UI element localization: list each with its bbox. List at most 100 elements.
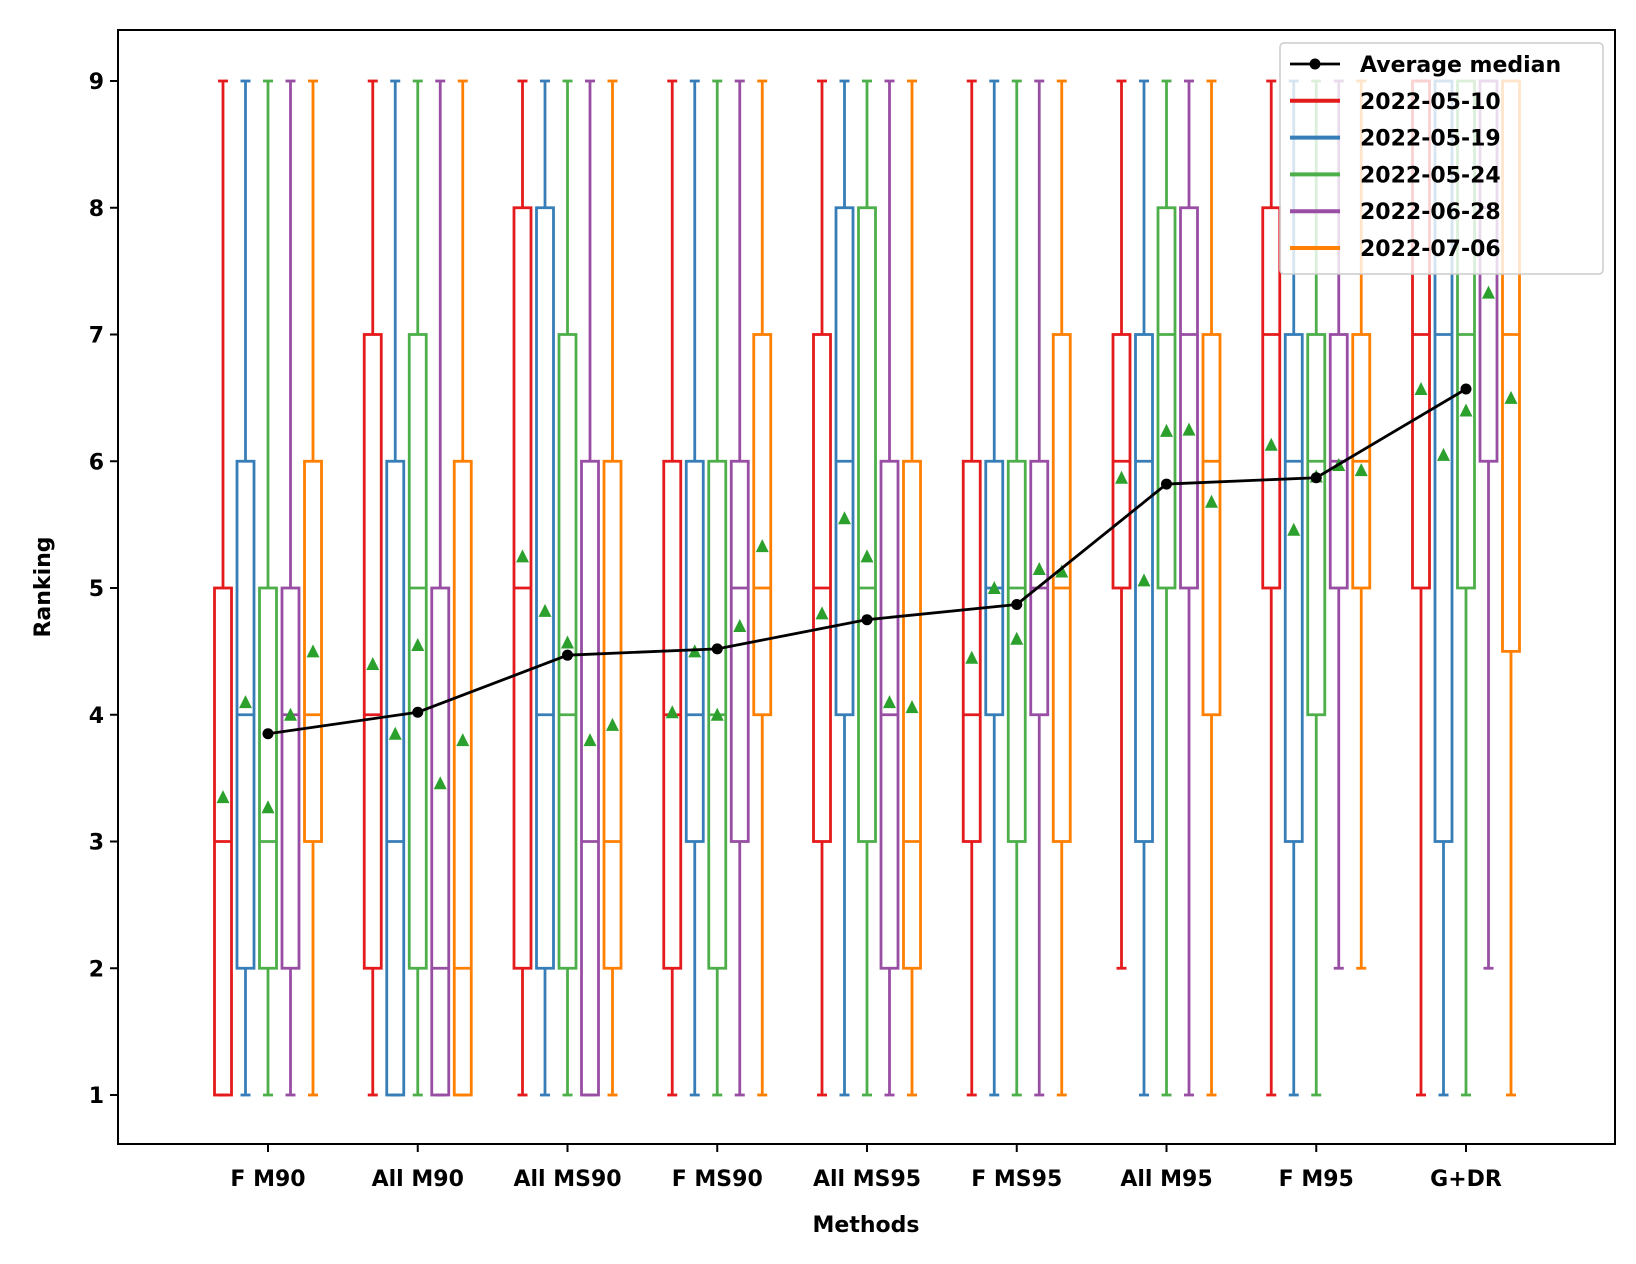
x-tick-label: F MS95 (971, 1167, 1062, 1192)
legend-marker-average-median (1309, 58, 1321, 70)
mean-marker (388, 726, 402, 740)
mean-marker (216, 790, 230, 804)
mean-marker (366, 657, 380, 671)
y-tick-label: 1 (89, 1084, 104, 1109)
series-2022-07-06 (303, 79, 1521, 1097)
chart-marks (213, 79, 1521, 1097)
x-tick-label: All M90 (372, 1167, 464, 1192)
legend-label: 2022-05-19 (1360, 127, 1501, 152)
x-tick-label: F M95 (1279, 1167, 1354, 1192)
y-tick-label: 2 (89, 957, 104, 982)
box (752, 333, 773, 717)
box (303, 459, 323, 843)
series-2022-05-19 (235, 79, 1454, 1097)
average-median-point (1310, 472, 1322, 484)
mean-marker (965, 650, 979, 664)
box (857, 206, 877, 843)
box (452, 459, 473, 1097)
mean-marker (1264, 437, 1278, 451)
mean-marker (733, 619, 747, 633)
mean-marker (1160, 423, 1173, 437)
mean-marker (516, 549, 529, 563)
mean-marker (411, 638, 425, 652)
mean-marker (1137, 573, 1151, 587)
mean-marker (1504, 390, 1518, 404)
box (1179, 206, 1199, 590)
mean-marker (606, 717, 619, 731)
mean-marker (1354, 463, 1368, 477)
average-median-point (861, 614, 873, 626)
y-tick-label: 5 (89, 577, 104, 602)
average-median-point (562, 649, 573, 661)
mean-marker (306, 644, 320, 658)
average-median-point (1161, 478, 1172, 490)
average-median-point (262, 728, 274, 740)
mean-marker (815, 606, 829, 620)
box (385, 459, 406, 1097)
box (1261, 206, 1282, 590)
mean-marker (284, 707, 297, 721)
mean-marker (1010, 631, 1024, 645)
average-median-point (412, 706, 424, 718)
box (1156, 206, 1177, 590)
y-tick-label: 8 (89, 197, 104, 222)
mean-marker (261, 800, 275, 814)
mean-marker (883, 695, 896, 709)
mean-marker (1055, 564, 1069, 578)
mean-marker (665, 705, 679, 719)
mean-marker (1437, 447, 1450, 461)
mean-marker (1414, 382, 1428, 396)
box (280, 586, 301, 970)
mean-marker (1459, 403, 1473, 417)
mean-marker (755, 539, 769, 553)
x-tick-label: All MS95 (813, 1167, 921, 1192)
mean-marker (838, 511, 851, 525)
average-median-point (1460, 383, 1472, 395)
mean-marker (456, 733, 470, 747)
box (430, 586, 451, 1097)
y-tick-label: 7 (89, 324, 104, 349)
y-axis-label: Ranking (31, 536, 56, 637)
y-tick-label: 3 (89, 831, 104, 856)
mean-marker (1482, 285, 1495, 299)
box (362, 333, 383, 970)
box (1201, 333, 1222, 717)
x-axis: F M90 All M90 All MS90 F MS90 All MS95 F MS95… (230, 1144, 1502, 1192)
legend-label: 2022-07-06 (1360, 237, 1501, 262)
box (258, 586, 278, 970)
series-2022-05-10 (213, 79, 1431, 1097)
x-tick-label: All MS90 (513, 1167, 621, 1192)
mean-marker (1182, 422, 1196, 436)
box (902, 459, 922, 970)
y-tick-label: 4 (89, 704, 104, 729)
mean-marker (1032, 561, 1046, 575)
mean-marker (1205, 494, 1218, 508)
mean-marker (583, 733, 597, 747)
x-tick-label: G+DR (1430, 1167, 1502, 1192)
legend: Average median 2022-05-10 2022-05-19 2022-0… (1279, 42, 1604, 275)
x-tick-label: F M90 (230, 1167, 305, 1192)
box (961, 459, 982, 843)
x-tick-label: F MS90 (672, 1167, 763, 1192)
box (580, 459, 600, 1097)
x-axis-label: Methods (813, 1213, 920, 1238)
box (1134, 333, 1154, 843)
legend-label: 2022-05-24 (1360, 163, 1501, 188)
box (1006, 459, 1027, 843)
mean-marker (905, 700, 919, 714)
x-tick-label: All M95 (1120, 1167, 1212, 1192)
legend-label: Average median (1360, 53, 1561, 78)
box (602, 459, 623, 970)
mean-marker (433, 776, 447, 790)
average-median-point (1011, 598, 1023, 610)
legend-label: 2022-06-28 (1360, 200, 1501, 225)
average-median-point (711, 643, 723, 655)
legend-label: 2022-05-10 (1360, 90, 1501, 115)
y-axis: 1 2 3 4 5 6 7 8 9 (89, 70, 118, 1109)
box (1306, 333, 1327, 717)
legend-box (1279, 42, 1604, 275)
box (1283, 333, 1304, 843)
mean-marker (1287, 522, 1301, 536)
mean-marker (538, 603, 552, 617)
